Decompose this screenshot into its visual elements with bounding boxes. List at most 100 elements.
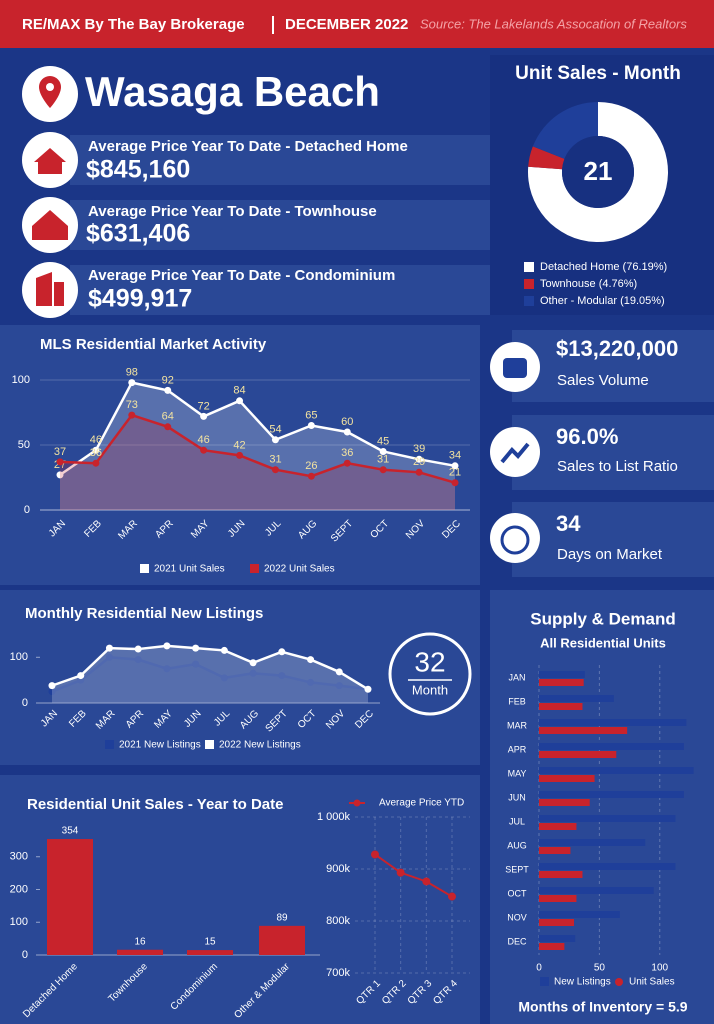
donut-center: 21 xyxy=(584,156,613,186)
data-point xyxy=(105,644,113,652)
price-value: $845,160 xyxy=(86,156,190,184)
pin-dot xyxy=(46,83,54,91)
legend-label: New Listings xyxy=(554,977,611,988)
data-label: 39 xyxy=(413,443,425,455)
bar xyxy=(539,823,577,830)
area-fill xyxy=(60,415,455,510)
data-point xyxy=(164,386,172,394)
data-label: 36 xyxy=(341,447,353,459)
stat-panel xyxy=(512,330,714,402)
badge-value: 32 xyxy=(414,646,445,677)
chart-title: Supply & Demand xyxy=(530,609,675,628)
data-label: 65 xyxy=(305,409,317,421)
data-point xyxy=(134,656,142,664)
data-point xyxy=(48,688,56,696)
y-tick-label: 200 xyxy=(10,883,28,895)
area-fill xyxy=(52,657,368,703)
y-tick-label: MAR xyxy=(507,720,528,730)
price-row: Average Price Year To Date - Townhouse $… xyxy=(22,197,377,253)
data-point xyxy=(249,669,257,677)
bar xyxy=(539,935,576,942)
y-tick-label: 800k xyxy=(326,915,350,927)
data-label: 15 xyxy=(204,937,216,948)
legend-label: 2022 Unit Sales xyxy=(264,564,335,575)
data-point xyxy=(220,674,228,682)
data-point xyxy=(307,656,315,664)
y-tick-label: JUL xyxy=(509,816,525,826)
chart-title: Residential Unit Sales - Year to Date xyxy=(27,796,283,813)
data-point xyxy=(200,412,208,420)
y-tick-label: JAN xyxy=(508,672,525,682)
bar xyxy=(539,839,646,846)
y-tick-label: FEB xyxy=(508,696,526,706)
series-line xyxy=(51,644,369,691)
y-tick-label: OCT xyxy=(508,888,528,898)
data-point xyxy=(343,428,351,436)
x-tick-label: 100 xyxy=(651,963,668,974)
data-point xyxy=(371,850,379,859)
data-label: 31 xyxy=(269,454,281,466)
data-point xyxy=(134,645,142,653)
bar xyxy=(539,727,628,734)
bar xyxy=(539,775,595,782)
data-point xyxy=(379,448,387,455)
data-point xyxy=(415,455,423,463)
bar xyxy=(539,871,583,878)
bar xyxy=(47,839,93,955)
data-point xyxy=(163,665,171,673)
data-label: 42 xyxy=(233,439,245,451)
y-tick-label: 700k xyxy=(326,967,350,979)
stat-panel xyxy=(512,415,714,490)
data-point xyxy=(307,678,315,686)
bar xyxy=(539,799,590,806)
price-value: $499,917 xyxy=(88,285,192,313)
data-point xyxy=(451,479,459,487)
data-point xyxy=(128,379,136,387)
bar xyxy=(539,887,654,894)
bar xyxy=(539,919,575,926)
chart-title: MLS Residential Market Activity xyxy=(40,336,267,353)
legend-marker xyxy=(205,740,214,749)
data-point xyxy=(343,459,351,467)
badge-ring xyxy=(388,632,472,716)
y-tick-label: 900k xyxy=(326,863,350,875)
condo-glyph xyxy=(36,272,64,306)
stat-value: $13,220,000 xyxy=(556,336,678,361)
bar xyxy=(539,791,684,798)
chart-title: Unit Sales - Month xyxy=(515,63,681,84)
y-tick-label: NOV xyxy=(507,912,527,922)
legend-label: 2021 New Listings xyxy=(119,740,201,751)
data-point xyxy=(192,644,200,652)
data-label: 29 xyxy=(413,456,425,468)
legend-marker xyxy=(105,740,114,749)
data-label: 92 xyxy=(162,374,174,386)
data-point xyxy=(396,868,405,877)
data-point xyxy=(278,648,286,656)
data-point xyxy=(271,466,279,474)
months-of-inventory: Months of Inventory = 5.9 xyxy=(518,999,687,1015)
source: Source: The Lakelands Assocation of Real… xyxy=(420,16,687,31)
price-row: Average Price Year To Date - Detached Ho… xyxy=(22,132,408,188)
data-label: 54 xyxy=(269,424,281,436)
price-panel xyxy=(70,135,490,185)
legend-label: 2021 Unit Sales xyxy=(154,564,225,575)
data-point xyxy=(271,436,279,444)
y-tick-label: JUN xyxy=(508,792,526,802)
area-fill xyxy=(52,645,368,703)
data-point xyxy=(105,653,113,661)
bar xyxy=(539,703,583,710)
donut-slice xyxy=(528,146,565,170)
data-label: 45 xyxy=(377,435,389,447)
bar xyxy=(539,743,684,750)
bar xyxy=(539,671,585,678)
stat-label: Sales Volume xyxy=(557,372,649,389)
data-point xyxy=(335,682,343,690)
data-label: 36 xyxy=(90,447,102,459)
legend-marker xyxy=(250,564,259,573)
data-point xyxy=(200,446,208,454)
supply-panel xyxy=(490,590,714,1024)
data-label: 72 xyxy=(198,400,210,412)
price-row: Average Price Year To Date - Condominium… xyxy=(22,262,395,318)
data-point xyxy=(56,471,64,479)
